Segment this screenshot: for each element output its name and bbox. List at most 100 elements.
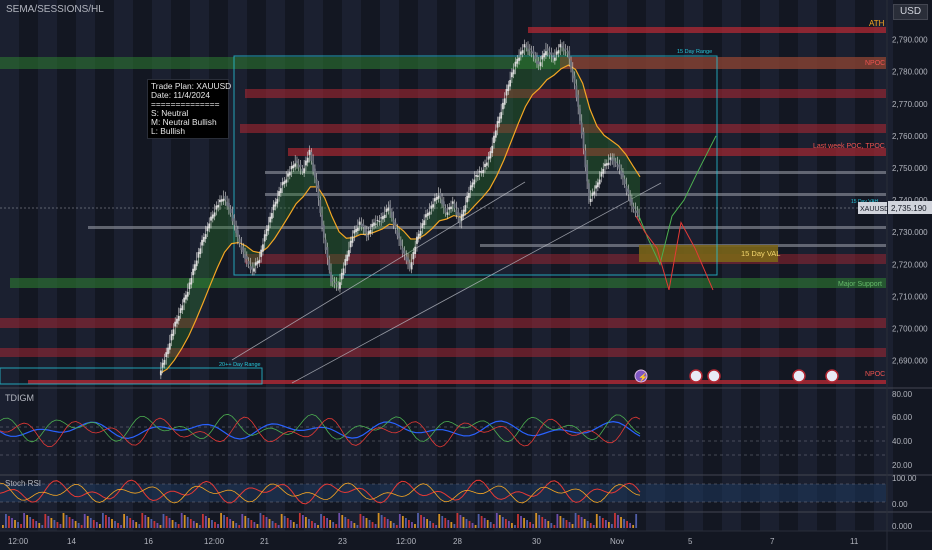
volume-bar <box>259 513 262 528</box>
candle-body <box>163 359 166 365</box>
candle-body <box>403 250 406 255</box>
candle-body <box>193 264 196 271</box>
val-label: 15 Day VAL <box>741 249 780 258</box>
currency-button[interactable]: USD <box>893 4 928 20</box>
candle-body <box>636 210 639 213</box>
lightning-event-icon[interactable] <box>634 369 648 383</box>
trade-plan-long: L: Bullish <box>151 126 185 136</box>
candle-body <box>534 55 537 59</box>
session-stripe <box>114 0 133 531</box>
candle-body <box>596 182 599 188</box>
candle-body <box>605 163 608 166</box>
stoch-label[interactable]: Stoch RSI <box>5 479 42 488</box>
candle-body <box>249 266 252 270</box>
volume-bar <box>192 521 195 528</box>
grey-level-2 <box>265 193 886 196</box>
candle-body <box>573 75 576 84</box>
tdigm-label[interactable]: TDIGM <box>5 393 34 403</box>
tdigm-tick: 40.00 <box>892 437 913 446</box>
candle-body <box>324 239 327 250</box>
volume-bar <box>586 521 589 528</box>
npoc-bottom-zone <box>28 380 886 384</box>
volume-bar <box>462 517 465 528</box>
us-flag-event-icon[interactable] <box>689 369 703 383</box>
us-flag-event-icon[interactable] <box>792 369 806 383</box>
volume-bar <box>529 522 532 528</box>
candle-body <box>349 240 352 248</box>
volume-bar <box>280 514 283 528</box>
volume-bar <box>377 513 380 528</box>
volume-bar <box>438 514 441 528</box>
candle-body <box>405 256 408 261</box>
candle-body <box>487 156 490 160</box>
candle-body <box>285 179 288 183</box>
volume-bar <box>411 522 413 528</box>
resistance-zone-2 <box>240 124 886 133</box>
volume-bar <box>132 520 135 528</box>
candle-body <box>313 168 316 178</box>
volume-bar <box>423 517 425 528</box>
volume-bar <box>295 524 298 528</box>
volume-bar <box>332 522 335 528</box>
session-stripe <box>266 0 285 531</box>
current-price-value: 2,735.190 <box>891 204 927 213</box>
volume-bar <box>65 515 68 528</box>
us-flag-event-icon[interactable] <box>707 369 721 383</box>
session-stripes <box>0 0 893 531</box>
candle-body <box>545 51 547 56</box>
volume-bar <box>408 520 410 528</box>
candle-body <box>562 49 565 52</box>
price-candles <box>159 39 640 380</box>
candle-body <box>394 222 397 229</box>
candle-body <box>602 168 605 174</box>
volume-bar <box>53 520 56 528</box>
us-flag-event-icon[interactable] <box>825 369 839 383</box>
volume-bar <box>532 524 535 528</box>
candle-body <box>561 46 563 48</box>
volume-bar <box>450 522 453 528</box>
candle-body <box>607 162 610 166</box>
volume-bar <box>274 523 277 528</box>
volume-bar <box>162 514 165 528</box>
candle-body <box>498 116 501 124</box>
volume-bar <box>223 515 225 528</box>
candle-body <box>468 193 470 198</box>
candle-body <box>224 195 227 200</box>
candle-body <box>383 214 386 219</box>
event-icons[interactable]: ⚡ <box>634 369 839 383</box>
candle-body <box>288 172 291 176</box>
volume-bar <box>544 519 547 528</box>
candle-body <box>412 252 415 260</box>
trade-plan-box: Trade Plan: XAUUSD Date: 11/4/2024 =====… <box>147 79 231 139</box>
candle-body <box>292 164 295 168</box>
candle-body <box>625 185 628 192</box>
symbol-label[interactable]: SEMA/SESSIONS/HL <box>6 4 104 15</box>
candle-body <box>568 50 571 59</box>
volume-bar <box>283 516 286 528</box>
candle-body <box>301 168 304 172</box>
candle-body <box>161 362 164 368</box>
candle-body <box>482 169 485 174</box>
session-stripe <box>76 0 95 531</box>
candle-body <box>387 207 390 211</box>
candle-body <box>371 223 374 228</box>
time-tick: 5 <box>688 537 693 546</box>
candle-body <box>613 158 615 160</box>
volume-bar <box>174 522 177 528</box>
volume-bar <box>362 516 365 528</box>
candle-body <box>380 217 383 219</box>
candle-body <box>186 291 189 297</box>
candle-body <box>557 50 560 54</box>
volume-bar <box>623 519 625 528</box>
volume-bar <box>559 516 562 528</box>
candle-body <box>446 212 449 215</box>
candle-body <box>188 282 191 289</box>
projection-green-path <box>638 135 717 266</box>
session-stripe <box>836 0 855 531</box>
volume-bar <box>135 522 138 528</box>
volume-bar <box>14 520 16 528</box>
candle-body <box>192 268 194 276</box>
candle-body <box>319 200 322 213</box>
candle-body <box>305 160 307 166</box>
